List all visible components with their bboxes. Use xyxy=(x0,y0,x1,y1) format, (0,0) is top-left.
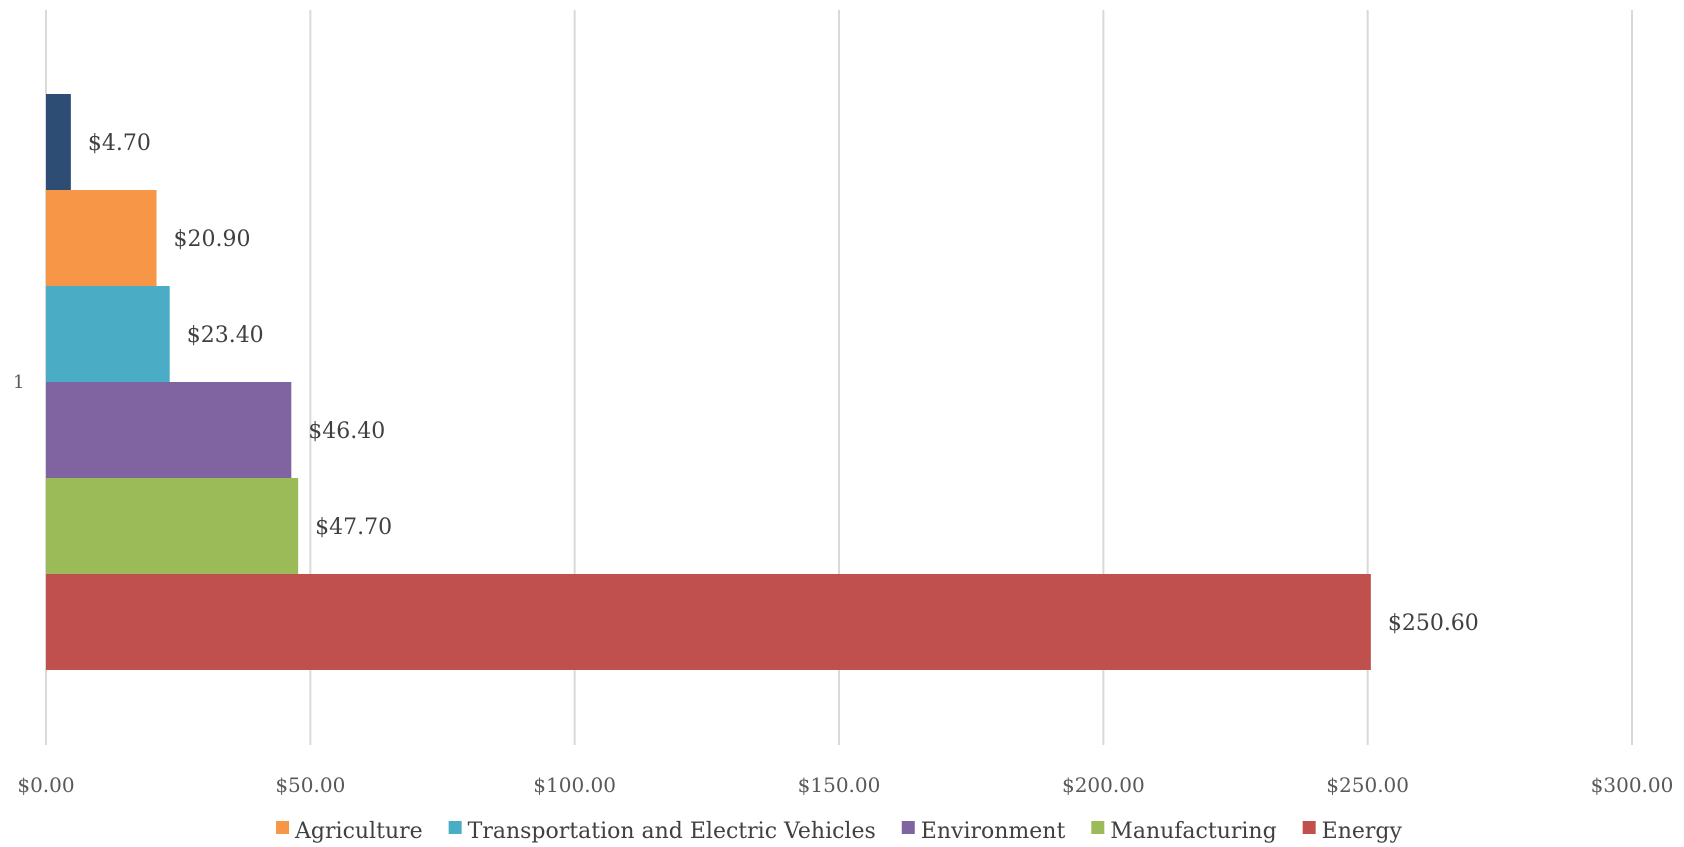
x-tick-label: $250.00 xyxy=(1326,773,1409,797)
x-tick-label: $100.00 xyxy=(533,773,616,797)
gridlines xyxy=(45,10,1633,745)
bar xyxy=(46,286,170,382)
bar xyxy=(46,382,292,478)
data-label: $250.60 xyxy=(1388,611,1479,636)
legend: Agriculture Transportation and Electric V… xyxy=(276,819,1403,844)
data-label: $47.70 xyxy=(315,515,392,540)
legend-item: Environment xyxy=(901,819,1066,844)
legend-swatch xyxy=(448,821,462,834)
legend-label: Environment xyxy=(921,819,1066,844)
x-axis-ticks: $0.00 $50.00 $100.00 $150.00 $200.00 $250.00 $… xyxy=(17,773,1673,797)
legend-swatch xyxy=(276,821,290,834)
legend-label: Transportation and Electric Vehicles xyxy=(468,819,876,844)
legend-swatch xyxy=(1302,821,1316,834)
x-tick-label: $200.00 xyxy=(1062,773,1145,797)
legend-label: Manufacturing xyxy=(1110,819,1276,844)
legend-item: Agriculture xyxy=(276,819,423,844)
y-axis-categories: 1 xyxy=(13,372,24,393)
x-tick-label: $150.00 xyxy=(798,773,881,797)
legend-item: Transportation and Electric Vehicles xyxy=(448,819,876,844)
legend-item: Manufacturing xyxy=(1091,819,1277,844)
bar xyxy=(46,190,157,286)
category-label: 1 xyxy=(13,372,24,393)
data-labels: $4.70 $20.90 $23.40 $46.40 $47.70 $250.60 xyxy=(88,131,1479,636)
legend-label: Agriculture xyxy=(294,819,423,844)
bar xyxy=(46,94,71,190)
bar xyxy=(46,574,1371,670)
data-label: $46.40 xyxy=(308,419,385,444)
legend-item: Energy xyxy=(1302,819,1403,844)
legend-label: Energy xyxy=(1322,819,1403,844)
legend-swatch xyxy=(1091,821,1105,834)
data-label: $20.90 xyxy=(173,227,250,252)
data-label: $4.70 xyxy=(88,131,151,156)
data-label: $23.40 xyxy=(187,323,264,348)
bars xyxy=(46,94,1371,670)
x-tick-label: $0.00 xyxy=(17,773,74,797)
bar xyxy=(46,478,299,574)
x-tick-label: $300.00 xyxy=(1591,773,1674,797)
legend-swatch xyxy=(901,821,915,834)
x-tick-label: $50.00 xyxy=(275,773,345,797)
